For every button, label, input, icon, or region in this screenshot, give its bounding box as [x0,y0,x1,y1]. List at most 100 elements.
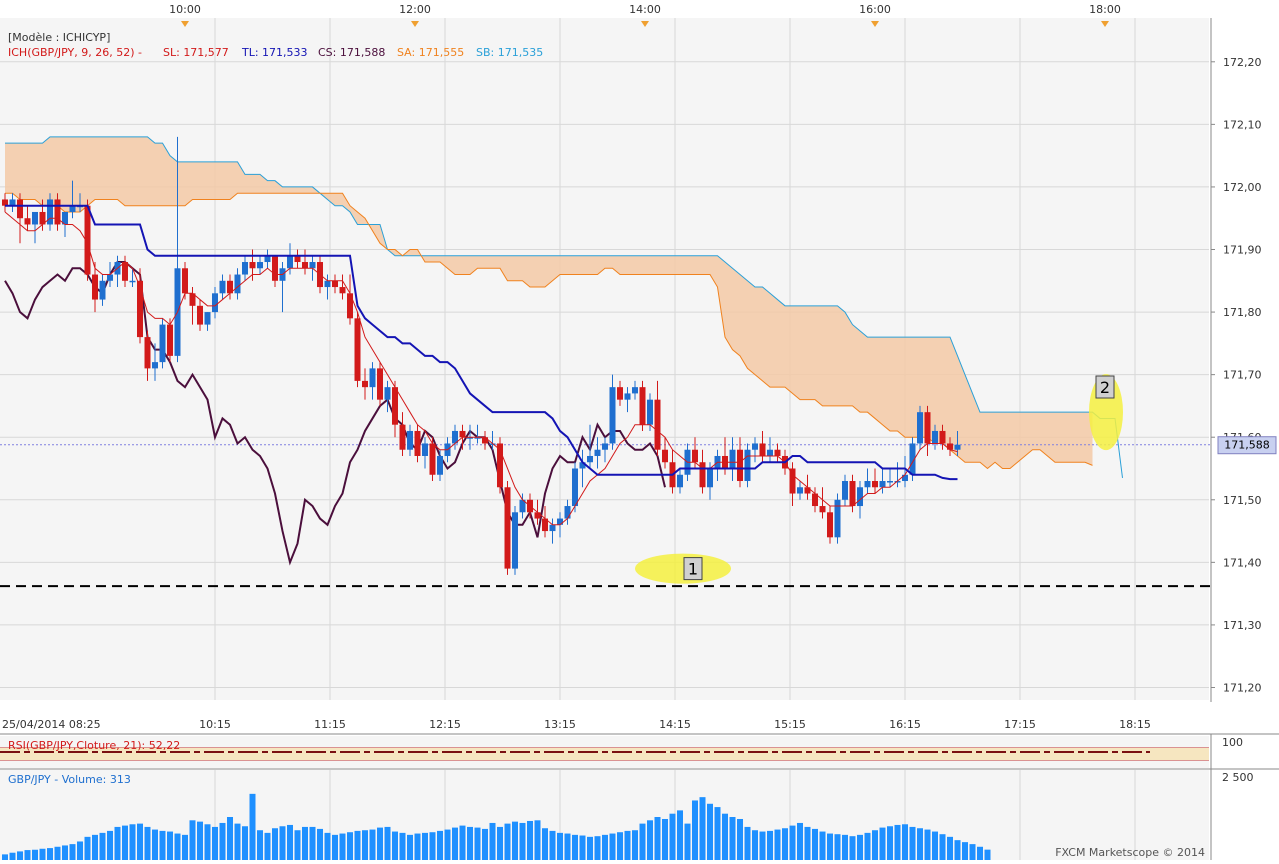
candle-body [804,487,811,494]
senkou-span-b-line [5,136,1123,478]
volume-bar [977,846,983,860]
volume-bar [767,830,773,860]
volume-bar [707,803,713,860]
volume-bar [384,826,391,860]
volume-bar [69,844,76,860]
volume-bar [99,832,106,860]
candle-body [264,255,271,263]
volume-bar [122,825,128,860]
volume-bar [752,830,758,860]
y-tick-label: 172,20 [1223,56,1262,69]
volume-bar [894,824,901,860]
volume-bar [857,834,863,860]
volume-bar [482,828,488,860]
model-label: [Modèle : ICHICYP] [8,31,110,44]
volume-bar [744,826,751,860]
candle-body [467,437,473,439]
candle-body [414,430,421,456]
volume-bar [272,828,278,860]
candle-body [189,293,196,306]
volume-bar [804,826,811,860]
bottom-time-label: 12:15 [429,718,461,731]
rsi-tick: 100 [1222,736,1243,749]
candle-body [894,481,901,483]
candle-body [384,387,391,400]
candle-body [774,449,781,456]
volume-bar [182,834,188,860]
candle-body [744,449,751,482]
candle-body [654,399,661,450]
volume-bar [152,829,158,860]
volume-bar [354,830,361,860]
top-time-label: 12:00 [399,3,431,16]
top-time-label: 14:00 [629,3,661,16]
volume-bar [422,832,428,860]
volume-bar [827,833,833,860]
bottom-axis-bg [0,702,1279,734]
volume-bar [444,829,451,860]
volume-bar [414,833,421,860]
volume-bar [722,813,728,860]
candle-body [452,430,458,444]
y-tick-label: 171,70 [1223,369,1262,382]
candle-body [422,443,428,456]
volume-bar [144,826,151,860]
candle-body [632,387,638,394]
top-axis-bg [0,0,1279,18]
current-price-tag [1217,436,1277,455]
volume-bar [249,793,256,860]
candle-body [924,412,931,444]
volume-title: GBP/JPY - Volume: 313 [8,773,131,786]
volume-bar [189,820,196,860]
candle-body [399,424,406,450]
volume-bar [392,831,398,860]
volume-bar [429,832,436,860]
volume-bar [47,848,53,860]
volume-bar [504,823,511,860]
volume-bar [24,850,31,860]
y-tick-label: 172,10 [1223,118,1262,131]
volume-bar [677,810,683,860]
volume-bar [294,830,301,860]
volume-bar [662,818,668,860]
bottom-time-label: 14:15 [659,718,691,731]
volume-bar [797,822,803,860]
candle-body [737,449,743,482]
candle-body [99,280,106,300]
y-tick-label: 171,90 [1223,244,1262,257]
candle-body [519,499,526,513]
volume-bar [369,829,376,860]
candle-body [92,274,98,300]
y-tick-label: 171,30 [1223,619,1262,632]
volume-bar [317,828,323,860]
candle-body [9,199,16,206]
candle-body [167,324,173,356]
time-marker-icon [641,21,649,27]
volume-bar [932,831,938,860]
candle-body [219,280,226,294]
volume-bar [902,824,908,860]
candle-body [309,262,316,269]
candle-body [32,211,38,225]
volume-bar [512,821,518,860]
bottom-time-label: 11:15 [314,718,346,731]
candle-body [932,430,938,444]
kijun-sen-line [5,204,958,481]
candle-body [707,468,713,488]
volume-bar [654,817,661,860]
candle-body [324,280,331,288]
candle-body [482,437,488,444]
y-tick-label: 171,80 [1223,306,1262,319]
bottom-time-label: 15:15 [774,718,806,731]
annotation-box-2 [1095,375,1115,399]
indicator-name: ICH(GBP/JPY, 9, 26, 52) - [8,46,142,59]
volume-bar [264,832,271,860]
candle-body [692,449,698,463]
annotation-label-2: 2 [1100,378,1110,397]
candle-body [887,481,893,483]
candle-body [2,199,8,206]
candle-body [639,387,646,425]
y-tick-label: 171,50 [1223,494,1262,507]
volume-bar [234,823,241,860]
